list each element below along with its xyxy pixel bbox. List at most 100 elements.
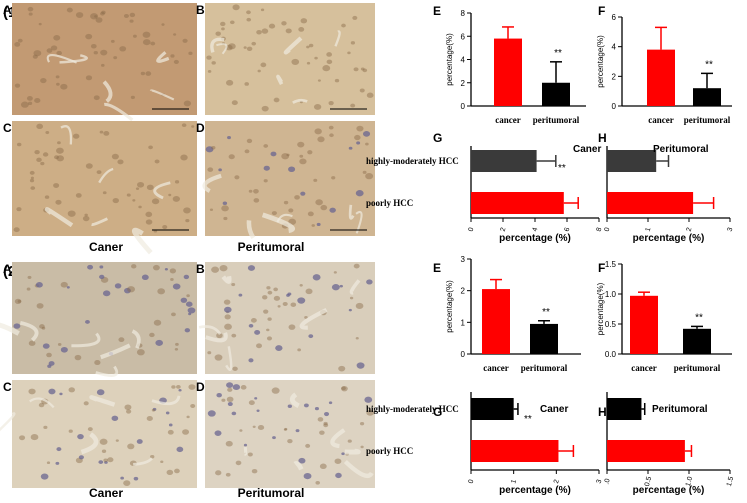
cell-nucleus xyxy=(288,166,296,173)
x-category-label: peritumoral xyxy=(684,115,731,125)
cell-nucleus xyxy=(224,323,232,330)
cell-nucleus xyxy=(103,130,110,136)
cell-nucleus xyxy=(347,439,352,443)
y-tick-label: 2 xyxy=(461,287,466,296)
cell-nucleus xyxy=(135,187,140,190)
cell-nucleus xyxy=(260,8,265,12)
cell-nucleus xyxy=(149,332,155,338)
cell-nucleus xyxy=(314,407,319,411)
cell-nucleus xyxy=(191,125,195,128)
cell-nucleus xyxy=(331,284,340,291)
bar-highly-moderately xyxy=(471,150,537,172)
x-tick-label: 6 xyxy=(564,227,572,233)
cell-nucleus xyxy=(42,343,50,349)
cell-nucleus xyxy=(53,35,61,41)
cell-nucleus xyxy=(226,396,234,402)
cell-nucleus xyxy=(19,435,26,441)
cell-nucleus xyxy=(184,328,191,333)
cell-nucleus xyxy=(133,476,139,481)
cell-nucleus xyxy=(308,43,314,48)
bar-poorly xyxy=(607,440,685,462)
cell-nucleus xyxy=(220,21,226,27)
cell-nucleus xyxy=(223,299,231,305)
cell-nucleus xyxy=(132,34,137,38)
cell-nucleus xyxy=(137,181,145,188)
bar-poorly xyxy=(471,440,559,462)
cell-nucleus xyxy=(334,458,342,464)
x-axis-label: percentage (%) xyxy=(633,233,705,244)
cell-nucleus xyxy=(299,154,304,158)
caption-peritumoral-1: Peritumoral xyxy=(238,240,305,254)
cell-nucleus xyxy=(36,123,44,130)
cell-nucleus xyxy=(56,147,64,154)
cell-nucleus xyxy=(157,288,166,295)
cell-nucleus xyxy=(328,125,334,130)
cell-nucleus xyxy=(341,386,346,391)
cell-nucleus xyxy=(270,151,277,157)
tissue-fiber xyxy=(98,167,114,184)
panel-label: A xyxy=(3,262,12,276)
cell-nucleus xyxy=(226,382,234,388)
cell-nucleus xyxy=(115,439,119,442)
cell-nucleus xyxy=(85,75,93,81)
cell-nucleus xyxy=(56,447,62,452)
cell-nucleus xyxy=(266,336,273,341)
cell-nucleus xyxy=(87,427,93,432)
cell-nucleus xyxy=(365,142,369,146)
y-tick-label: 6 xyxy=(612,13,617,22)
x-tick-label: 2 xyxy=(553,479,561,485)
bar-peritumoral xyxy=(693,88,721,106)
y-axis-label: percentage(%) xyxy=(596,282,605,335)
cell-nucleus xyxy=(216,332,223,339)
cell-nucleus xyxy=(96,389,105,396)
tissue-fiber xyxy=(95,365,119,377)
cell-nucleus xyxy=(297,141,305,148)
cell-nucleus xyxy=(291,58,300,66)
cell-nucleus xyxy=(29,170,35,175)
cell-nucleus xyxy=(30,186,36,190)
tissue-fiber xyxy=(104,102,134,122)
cell-nucleus xyxy=(110,39,115,43)
tissue-fiber xyxy=(100,343,131,360)
x-tick-label: 4 xyxy=(532,227,540,233)
panel-label: D xyxy=(196,380,205,394)
cell-nucleus xyxy=(248,323,254,328)
cell-nucleus xyxy=(136,439,143,444)
cell-nucleus xyxy=(148,145,153,150)
cell-nucleus xyxy=(240,385,247,390)
cell-nucleus xyxy=(152,264,160,271)
cell-nucleus xyxy=(153,319,162,326)
cell-nucleus xyxy=(75,12,84,18)
cell-nucleus xyxy=(126,193,131,197)
cell-nucleus xyxy=(319,463,327,470)
cell-nucleus xyxy=(299,158,307,165)
chart-1-f: F 0 2 4 6 percentage(%) cancer peritumoral ** xyxy=(596,4,732,125)
y-tick-label: 4 xyxy=(612,43,617,52)
cell-nucleus xyxy=(298,457,306,464)
x-category-label: peritumoral xyxy=(533,115,580,125)
x-tick-label: 3 xyxy=(727,227,735,233)
cell-nucleus xyxy=(46,48,53,53)
cell-nucleus xyxy=(294,195,300,200)
cell-nucleus xyxy=(248,189,253,193)
tissue-fiber xyxy=(91,217,109,227)
micrograph-1-b: B xyxy=(196,3,375,115)
cell-nucleus xyxy=(36,303,44,309)
significance-mark: ** xyxy=(629,414,637,425)
cell-nucleus xyxy=(366,279,373,285)
tissue-fiber xyxy=(102,80,113,103)
cell-nucleus xyxy=(223,216,228,221)
cell-nucleus xyxy=(209,208,214,211)
cell-nucleus xyxy=(282,301,288,307)
micrograph-2-c: C xyxy=(0,380,197,488)
cell-nucleus xyxy=(231,411,237,416)
cell-nucleus xyxy=(169,268,177,274)
cell-nucleus xyxy=(28,12,33,16)
x-tick-label: 0.5 xyxy=(644,476,653,487)
cell-nucleus xyxy=(54,155,59,160)
cell-nucleus xyxy=(297,348,301,352)
cell-nucleus xyxy=(348,146,353,150)
cell-nucleus xyxy=(107,457,114,463)
cell-nucleus xyxy=(221,398,226,402)
